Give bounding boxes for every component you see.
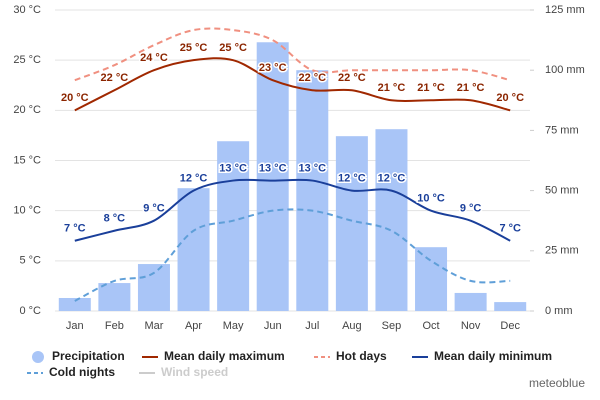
data-label: 10 °C <box>417 193 445 205</box>
legend-symbol <box>32 351 44 363</box>
data-label: 9 °C <box>143 203 165 215</box>
x-tick-label: Jun <box>264 320 282 332</box>
y2-tick-label: 50 mm <box>545 185 579 197</box>
precipitation-bar <box>58 297 91 311</box>
data-label: 13 °C <box>259 162 287 174</box>
data-label: 21 °C <box>417 82 445 94</box>
x-tick-label: Apr <box>185 320 202 332</box>
legend-label[interactable]: Mean daily minimum <box>434 349 552 363</box>
x-tick-label: Nov <box>461 320 481 332</box>
x-tick-label: Mar <box>144 320 163 332</box>
precipitation-bar <box>454 292 487 311</box>
legend-label[interactable]: Wind speed <box>161 365 228 379</box>
data-label: 12 °C <box>180 173 208 185</box>
precipitation-bar <box>98 283 131 311</box>
data-label: 23 °C <box>259 62 287 74</box>
x-tick-label: Oct <box>422 320 439 332</box>
precipitation-bar <box>217 141 250 311</box>
data-label: 21 °C <box>378 82 406 94</box>
line <box>74 178 511 242</box>
y-tick-label: 30 °C <box>13 4 41 16</box>
y-tick-label: 5 °C <box>19 255 41 267</box>
precipitation-bar <box>375 129 408 311</box>
data-label: 9 °C <box>460 203 482 215</box>
line <box>74 208 511 302</box>
data-label: 22 °C <box>101 72 129 84</box>
y2-tick-label: 125 mm <box>545 4 585 16</box>
y-tick-label: 10 °C <box>13 205 41 217</box>
line <box>74 27 511 82</box>
data-label: 20 °C <box>496 92 524 104</box>
data-label: 7 °C <box>499 223 521 235</box>
data-label: 22 °C <box>298 72 326 84</box>
line <box>74 57 511 112</box>
precipitation-bar <box>256 42 289 311</box>
brand: meteoblue <box>529 376 585 390</box>
data-label: 7 °C <box>64 223 86 235</box>
data-label: 24 °C <box>140 52 168 64</box>
y2-tick-label: 75 mm <box>545 124 579 136</box>
y-tick-label: 25 °C <box>13 54 41 66</box>
y-tick-label: 15 °C <box>13 154 41 166</box>
data-label: 13 °C <box>219 162 247 174</box>
y2-tick-label: 25 mm <box>545 245 579 257</box>
x-tick-label: Aug <box>342 320 362 332</box>
legend-label[interactable]: Cold nights <box>49 365 115 379</box>
legend-label[interactable]: Hot days <box>336 349 387 363</box>
x-tick-label: Jul <box>305 320 319 332</box>
data-label: 8 °C <box>104 213 126 225</box>
precipitation-bar <box>177 188 210 311</box>
data-label: 20 °C <box>61 92 89 104</box>
precipitation-bar <box>415 247 448 311</box>
data-label: 25 °C <box>180 42 208 54</box>
x-tick-label: Jan <box>66 320 84 332</box>
data-label: 21 °C <box>457 82 485 94</box>
x-tick-label: Sep <box>382 320 402 332</box>
x-tick-label: Dec <box>500 320 520 332</box>
y-tick-label: 0 °C <box>19 305 41 317</box>
legend-label[interactable]: Mean daily maximum <box>164 349 285 363</box>
precipitation-bar <box>137 264 170 311</box>
precipitation-bar <box>494 302 527 311</box>
data-label: 12 °C <box>378 173 406 185</box>
data-label: 22 °C <box>338 72 366 84</box>
data-label: 25 °C <box>219 42 247 54</box>
y2-tick-label: 100 mm <box>545 64 585 76</box>
data-label: 13 °C <box>298 162 326 174</box>
data-label: 12 °C <box>338 173 366 185</box>
y2-tick-label: 0 mm <box>545 305 573 317</box>
y-tick-label: 20 °C <box>13 104 41 116</box>
precipitation-bar <box>296 70 329 311</box>
x-tick-label: Feb <box>105 320 124 332</box>
x-tick-label: May <box>223 320 244 332</box>
legend-label[interactable]: Precipitation <box>52 349 125 363</box>
precipitation-bar <box>335 136 368 311</box>
